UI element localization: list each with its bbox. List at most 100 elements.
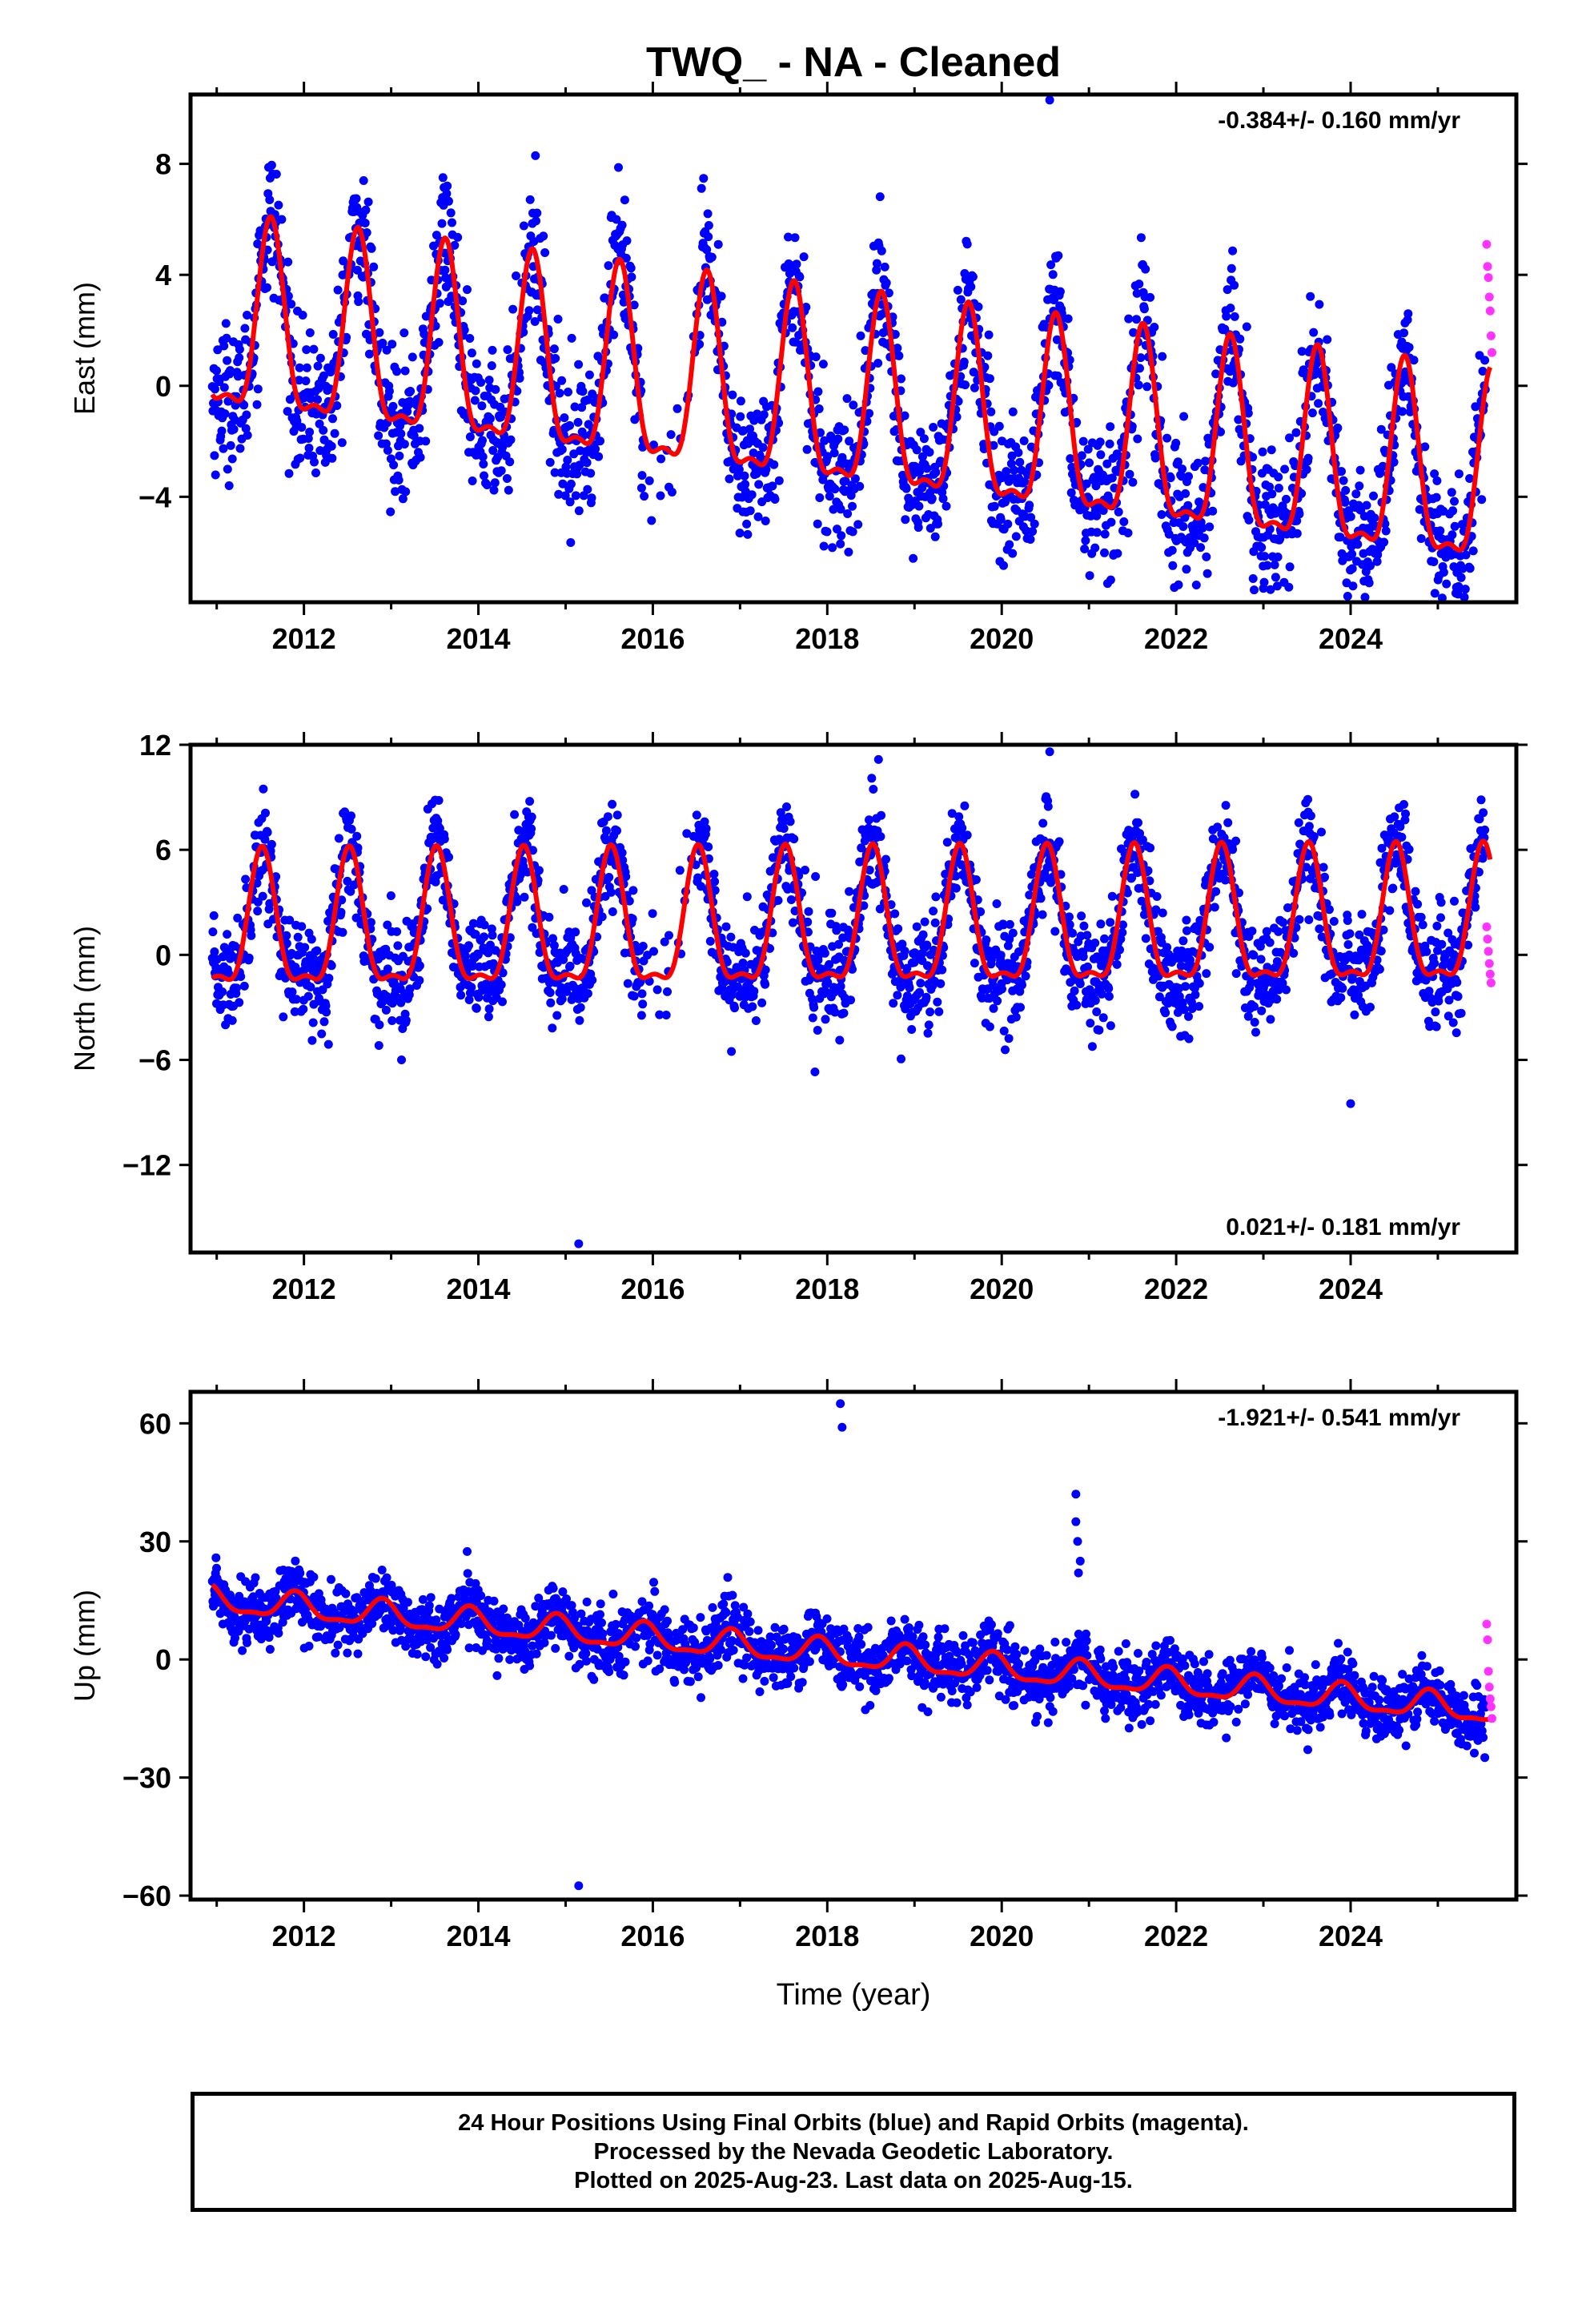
final-point	[1372, 557, 1382, 566]
final-point	[926, 1007, 935, 1017]
final-point	[364, 349, 374, 359]
final-point	[496, 466, 506, 476]
final-point	[1054, 251, 1063, 260]
final-point	[1411, 887, 1420, 896]
final-point	[1004, 1034, 1014, 1043]
plot-frame	[188, 92, 1519, 605]
final-point	[1226, 304, 1235, 313]
final-point	[467, 348, 476, 358]
final-point	[876, 832, 885, 842]
final-point	[1208, 506, 1218, 516]
final-point	[648, 909, 657, 919]
final-point	[1146, 292, 1155, 302]
final-point	[397, 1055, 406, 1064]
final-point	[284, 468, 294, 478]
final-point	[833, 525, 841, 534]
final-point	[994, 421, 1004, 431]
final-point	[666, 430, 676, 440]
final-point	[1460, 585, 1470, 594]
final-point	[1247, 927, 1257, 936]
final-point	[619, 297, 628, 307]
final-point	[784, 232, 793, 242]
final-point	[1005, 540, 1014, 549]
final-point	[1044, 380, 1054, 390]
final-point	[990, 427, 999, 436]
final-point	[292, 416, 302, 426]
final-point	[1376, 424, 1386, 434]
final-point	[279, 1012, 288, 1022]
final-point	[1205, 943, 1215, 952]
final-point	[881, 854, 890, 864]
final-point	[1193, 458, 1203, 468]
x-tick-label: 2020	[970, 1273, 1034, 1305]
final-point	[1471, 402, 1480, 412]
final-point	[337, 895, 347, 905]
rapid-point	[1482, 922, 1492, 931]
final-point	[1369, 491, 1378, 501]
final-point	[242, 410, 251, 420]
x-tick-label: 2022	[1144, 1273, 1208, 1305]
final-point	[267, 839, 276, 849]
final-point	[260, 834, 270, 844]
final-point	[226, 366, 235, 376]
final-point	[1096, 919, 1106, 929]
final-point	[303, 991, 313, 1001]
final-point	[833, 434, 843, 444]
final-point	[873, 754, 883, 764]
final-point	[470, 396, 480, 405]
final-point	[1302, 464, 1311, 474]
final-point	[527, 812, 536, 822]
final-point	[850, 474, 860, 484]
final-point	[1335, 533, 1345, 542]
final-point	[629, 991, 639, 1001]
final-point	[880, 262, 889, 271]
final-point	[212, 1563, 221, 1573]
final-point	[1398, 407, 1407, 416]
final-point	[744, 439, 753, 448]
final-point	[1403, 309, 1413, 319]
final-point	[1312, 359, 1322, 368]
final-point	[465, 432, 475, 441]
final-point	[565, 961, 575, 971]
final-point	[1387, 363, 1396, 372]
final-point	[1295, 915, 1304, 924]
final-point	[1370, 513, 1379, 523]
final-point	[400, 366, 410, 376]
final-point	[1178, 464, 1187, 474]
final-point	[1008, 928, 1018, 938]
final-point	[520, 892, 529, 902]
final-point	[617, 848, 627, 858]
y-tick-label: −6	[139, 1044, 171, 1077]
final-point	[933, 997, 942, 1007]
final-point	[1105, 439, 1114, 448]
final-point	[1081, 536, 1090, 545]
final-point	[1210, 903, 1219, 912]
final-point	[710, 886, 720, 895]
final-point	[297, 423, 307, 432]
final-point	[848, 527, 857, 537]
plot-area	[207, 747, 1496, 1248]
final-point	[210, 451, 219, 460]
final-point	[1087, 1042, 1097, 1051]
final-point	[647, 516, 656, 525]
final-point	[307, 1035, 317, 1045]
final-point	[1124, 314, 1134, 324]
final-point	[478, 436, 487, 445]
final-point	[1162, 433, 1172, 443]
final-point	[1378, 461, 1387, 471]
plot-area	[207, 95, 1496, 602]
final-point	[482, 480, 492, 489]
final-point	[1171, 438, 1181, 448]
final-point	[322, 1007, 331, 1017]
final-point	[468, 476, 477, 485]
final-point	[835, 1035, 845, 1045]
final-point	[1317, 827, 1326, 837]
final-point	[480, 932, 488, 942]
final-point	[1008, 407, 1018, 416]
final-point	[1379, 537, 1389, 547]
final-point	[1106, 918, 1115, 927]
final-point	[285, 915, 295, 925]
final-point	[554, 489, 564, 499]
final-point	[768, 481, 777, 491]
final-point	[565, 420, 574, 430]
